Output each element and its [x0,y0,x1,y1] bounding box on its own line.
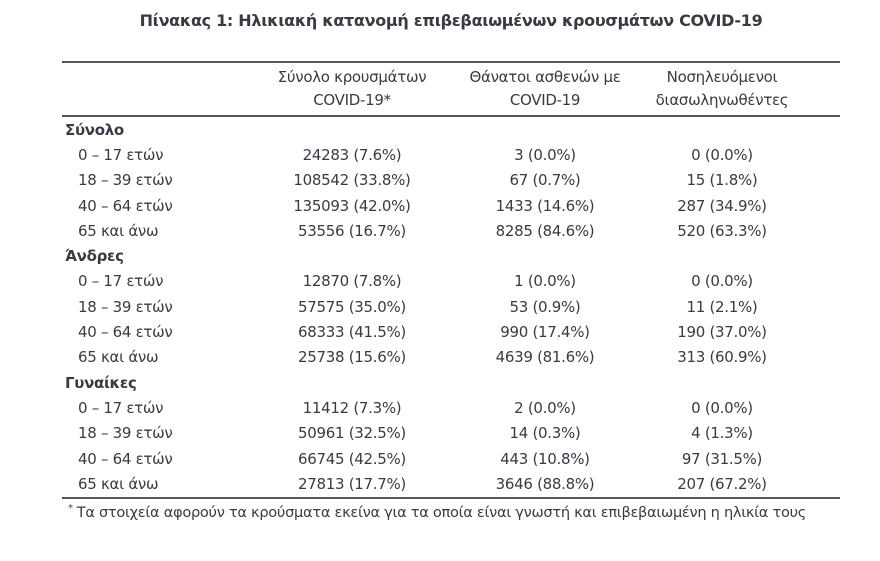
age-label: 18 – 39 ετών [78,424,173,443]
deaths-cell: 14 (0.3%) [509,424,581,443]
cases-cell: 57575 (35.0%) [298,297,406,316]
footnote-text: Τα στοιχεία αφορούν τα κρούσματα εκείνα … [76,503,807,521]
column-header-cases-line1: Σύνολο κρουσμάτων [277,68,427,86]
cases-cell: 24283 (7.6%) [302,145,402,164]
table-row: 18 – 39 ετών 57575 (35.0%) 53 (0.9%) 11 … [62,294,840,319]
intubated-cell: 15 (1.8%) [686,171,758,190]
cases-cell: 12870 (7.8%) [302,272,402,291]
table-row: 65 και άνω 27813 (17.7%) 3646 (88.8%) 20… [62,471,840,496]
table-row: 18 – 39 ετών 50961 (32.5%) 14 (0.3%) 4 (… [62,421,840,446]
table-header-row: Σύνολο κρουσμάτων COVID-19* Θάνατοι ασθε… [62,61,840,117]
column-header-deaths: Θάνατοι ασθενών με COVID-19 [462,66,628,112]
column-header-intubated-line2: διασωληνωθέντες [655,91,789,109]
table-row: 0 – 17 ετών 12870 (7.8%) 1 (0.0%) 0 (0.0… [62,269,840,294]
cases-cell: 68333 (41.5%) [298,323,406,342]
intubated-cell: 313 (60.9%) [677,348,767,367]
table-row: 0 – 17 ετών 24283 (7.6%) 3 (0.0%) 0 (0.0… [62,142,840,167]
age-label: 65 και άνω [78,474,159,493]
table-row: 40 – 64 ετών 135093 (42.0%) 1433 (14.6%)… [62,193,840,218]
intubated-cell: 11 (2.1%) [686,297,758,316]
intubated-cell: 190 (37.0%) [677,323,767,342]
age-label: 18 – 39 ετών [78,297,173,316]
column-header-deaths-line2: COVID-19 [509,91,581,109]
deaths-cell: 3646 (88.8%) [495,474,595,493]
table-title: Πίνακας 1: Ηλικιακή κατανομή επιβεβαιωμέ… [139,11,763,30]
table-row: 18 – 39 ετών 108542 (33.8%) 67 (0.7%) 15… [62,168,840,193]
column-header-intubated: Νοσηλευόμενοι διασωληνωθέντες [628,66,840,112]
table-row: 65 και άνω 53556 (16.7%) 8285 (84.6%) 52… [62,218,840,243]
column-header-deaths-line1: Θάνατοι ασθενών με [469,68,621,86]
table-row: 0 – 17 ετών 11412 (7.3%) 2 (0.0%) 0 (0.0… [62,395,840,420]
section-label: Άνδρες [65,247,124,266]
deaths-cell: 4639 (81.6%) [495,348,595,367]
deaths-cell: 1433 (14.6%) [495,196,595,215]
age-label: 0 – 17 ετών [78,398,164,417]
intubated-cell: 207 (67.2%) [677,474,767,493]
section-label: Γυναίκες [65,373,137,392]
table-row: 65 και άνω 25738 (15.6%) 4639 (81.6%) 31… [62,345,840,370]
deaths-cell: 1 (0.0%) [514,272,576,291]
cases-cell: 53556 (16.7%) [298,221,406,240]
age-label: 0 – 17 ετών [78,145,164,164]
age-label: 40 – 64 ετών [78,323,173,342]
intubated-cell: 97 (31.5%) [681,449,763,468]
age-label: 18 – 39 ετών [78,171,173,190]
data-table: Σύνολο κρουσμάτων COVID-19* Θάνατοι ασθε… [62,61,840,496]
intubated-cell: 287 (34.9%) [677,196,767,215]
footnote-asterisk: * [68,503,73,514]
intubated-cell: 0 (0.0%) [691,145,753,164]
deaths-cell: 67 (0.7%) [509,171,581,190]
section-header-men: Άνδρες [62,243,840,268]
age-label: 65 και άνω [78,221,159,240]
table-row: 40 – 64 ετών 68333 (41.5%) 990 (17.4%) 1… [62,319,840,344]
deaths-cell: 2 (0.0%) [514,398,576,417]
cases-cell: 27813 (17.7%) [298,474,406,493]
cases-cell: 66745 (42.5%) [298,449,406,468]
column-header-cases: Σύνολο κρουσμάτων COVID-19* [242,66,462,112]
deaths-cell: 3 (0.0%) [514,145,576,164]
deaths-cell: 8285 (84.6%) [495,221,595,240]
intubated-cell: 0 (0.0%) [691,272,753,291]
cases-cell: 108542 (33.8%) [293,171,411,190]
footnote: * Τα στοιχεία αφορούν τα κρούσματα εκείνα… [62,497,840,521]
intubated-cell: 4 (1.3%) [691,424,753,443]
column-header-age [62,66,242,112]
cases-cell: 25738 (15.6%) [298,348,406,367]
age-label: 0 – 17 ετών [78,272,164,291]
column-header-cases-line2: COVID-19* [313,91,391,109]
section-label: Σύνολο [65,120,124,139]
table-row: 40 – 64 ετών 66745 (42.5%) 443 (10.8%) 9… [62,446,840,471]
section-header-women: Γυναίκες [62,370,840,395]
deaths-cell: 53 (0.9%) [509,297,581,316]
column-header-intubated-line1: Νοσηλευόμενοι [666,68,778,86]
intubated-cell: 0 (0.0%) [691,398,753,417]
section-header-total: Σύνολο [62,117,840,142]
age-label: 40 – 64 ετών [78,196,173,215]
age-label: 40 – 64 ετών [78,449,173,468]
cases-cell: 50961 (32.5%) [298,424,406,443]
cases-cell: 135093 (42.0%) [293,196,411,215]
age-label: 65 και άνω [78,348,159,367]
cases-cell: 11412 (7.3%) [302,398,402,417]
deaths-cell: 443 (10.8%) [500,449,590,468]
deaths-cell: 990 (17.4%) [500,323,590,342]
intubated-cell: 520 (63.3%) [677,221,767,240]
